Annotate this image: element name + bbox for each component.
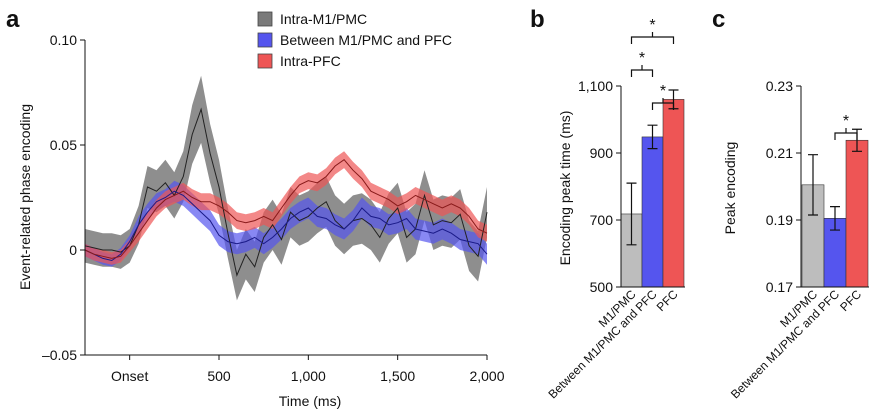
significance-star-0: * xyxy=(843,113,849,130)
y-tick-label: 500 xyxy=(590,279,614,295)
significance-bracket-2 xyxy=(630,32,675,44)
a-bands xyxy=(85,75,487,301)
a-x-tick-label: 2,000 xyxy=(469,368,504,384)
c-y-axis-title: Peak encoding xyxy=(722,142,738,235)
a-x-tick-label: 1,000 xyxy=(291,368,326,384)
bar-2 xyxy=(662,99,685,288)
series-line-2 xyxy=(84,159,488,259)
legend-label-2: Intra-PFC xyxy=(280,53,341,69)
legend-swatch-2 xyxy=(257,53,273,69)
significance-bracket-0 xyxy=(834,128,858,140)
y-tick-label: 0.19 xyxy=(766,212,793,228)
panel-b: b Encoding peak time (ms) 500 700 900 1,100… xyxy=(530,6,685,401)
b-y-axis-title: Encoding peak time (ms) xyxy=(557,111,573,266)
legend: Intra-M1/PMC Between M1/PMC and PFC Intra-… xyxy=(257,11,452,69)
significance-bracket-0 xyxy=(630,65,654,77)
a-x-tick-label: Onset xyxy=(111,368,148,384)
a-y-tick-label: 0.10 xyxy=(50,32,77,48)
error-bar-1 xyxy=(647,124,658,150)
legend-swatch-1 xyxy=(257,32,273,48)
a-x-tick-label: 1,500 xyxy=(380,368,415,384)
y-tick-label: 0.17 xyxy=(766,279,793,295)
panel-c: c Peak encoding 0.170.190.210.23M1/PMCBe… xyxy=(712,6,869,401)
a-x-ticks: Onset 500 1,000 1,500 2,000 xyxy=(111,355,505,384)
series-band-2 xyxy=(85,151,487,265)
panel-letter-c: c xyxy=(712,6,725,33)
significance-star-1: * xyxy=(660,83,666,100)
a-x-axis-title: Time (ms) xyxy=(279,393,341,409)
bar-2 xyxy=(845,139,869,288)
significance-star-2: * xyxy=(649,17,655,34)
y-tick-label: 1,100 xyxy=(578,78,613,94)
a-y-tick-label: –0.05 xyxy=(42,347,77,363)
a-x-tick-label: 500 xyxy=(207,368,231,384)
error-bar-0 xyxy=(626,182,637,246)
a-y-tick-label: 0.05 xyxy=(50,137,77,153)
significance-star-0: * xyxy=(639,50,645,67)
a-y-axis-title: Event-related phase encoding xyxy=(17,104,33,290)
a-y-ticks: 0.10 0.05 0 –0.05 xyxy=(42,32,85,363)
category-label-2: PFC xyxy=(837,287,864,314)
series-band-0 xyxy=(85,75,487,301)
panel-letter-a: a xyxy=(6,6,20,33)
error-bar-0 xyxy=(808,154,818,216)
error-bar-1 xyxy=(830,206,840,231)
y-tick-label: 900 xyxy=(590,145,614,161)
bar-1 xyxy=(641,136,664,288)
significance-bracket-1 xyxy=(651,98,675,110)
legend-label-1: Between M1/PMC and PFC xyxy=(280,32,452,48)
legend-swatch-0 xyxy=(257,11,273,27)
category-label-2: PFC xyxy=(654,287,681,314)
y-tick-label: 700 xyxy=(590,212,614,228)
a-y-tick-label: 0 xyxy=(69,242,77,258)
series-line-1 xyxy=(84,190,488,262)
panel-letter-b: b xyxy=(530,6,545,33)
y-tick-label: 0.23 xyxy=(766,78,793,94)
category-label-1: Between M1/PMC and PFC xyxy=(545,287,659,401)
legend-label-0: Intra-M1/PMC xyxy=(280,11,367,27)
series-line-0 xyxy=(84,107,488,277)
category-label-1: Between M1/PMC and PFC xyxy=(728,287,842,401)
a-lines xyxy=(84,107,488,277)
panel-a: a 0.10 0.05 0 –0.05 Onset 500 1,000 1,500 2,000… xyxy=(6,6,505,409)
y-tick-label: 0.21 xyxy=(766,145,793,161)
